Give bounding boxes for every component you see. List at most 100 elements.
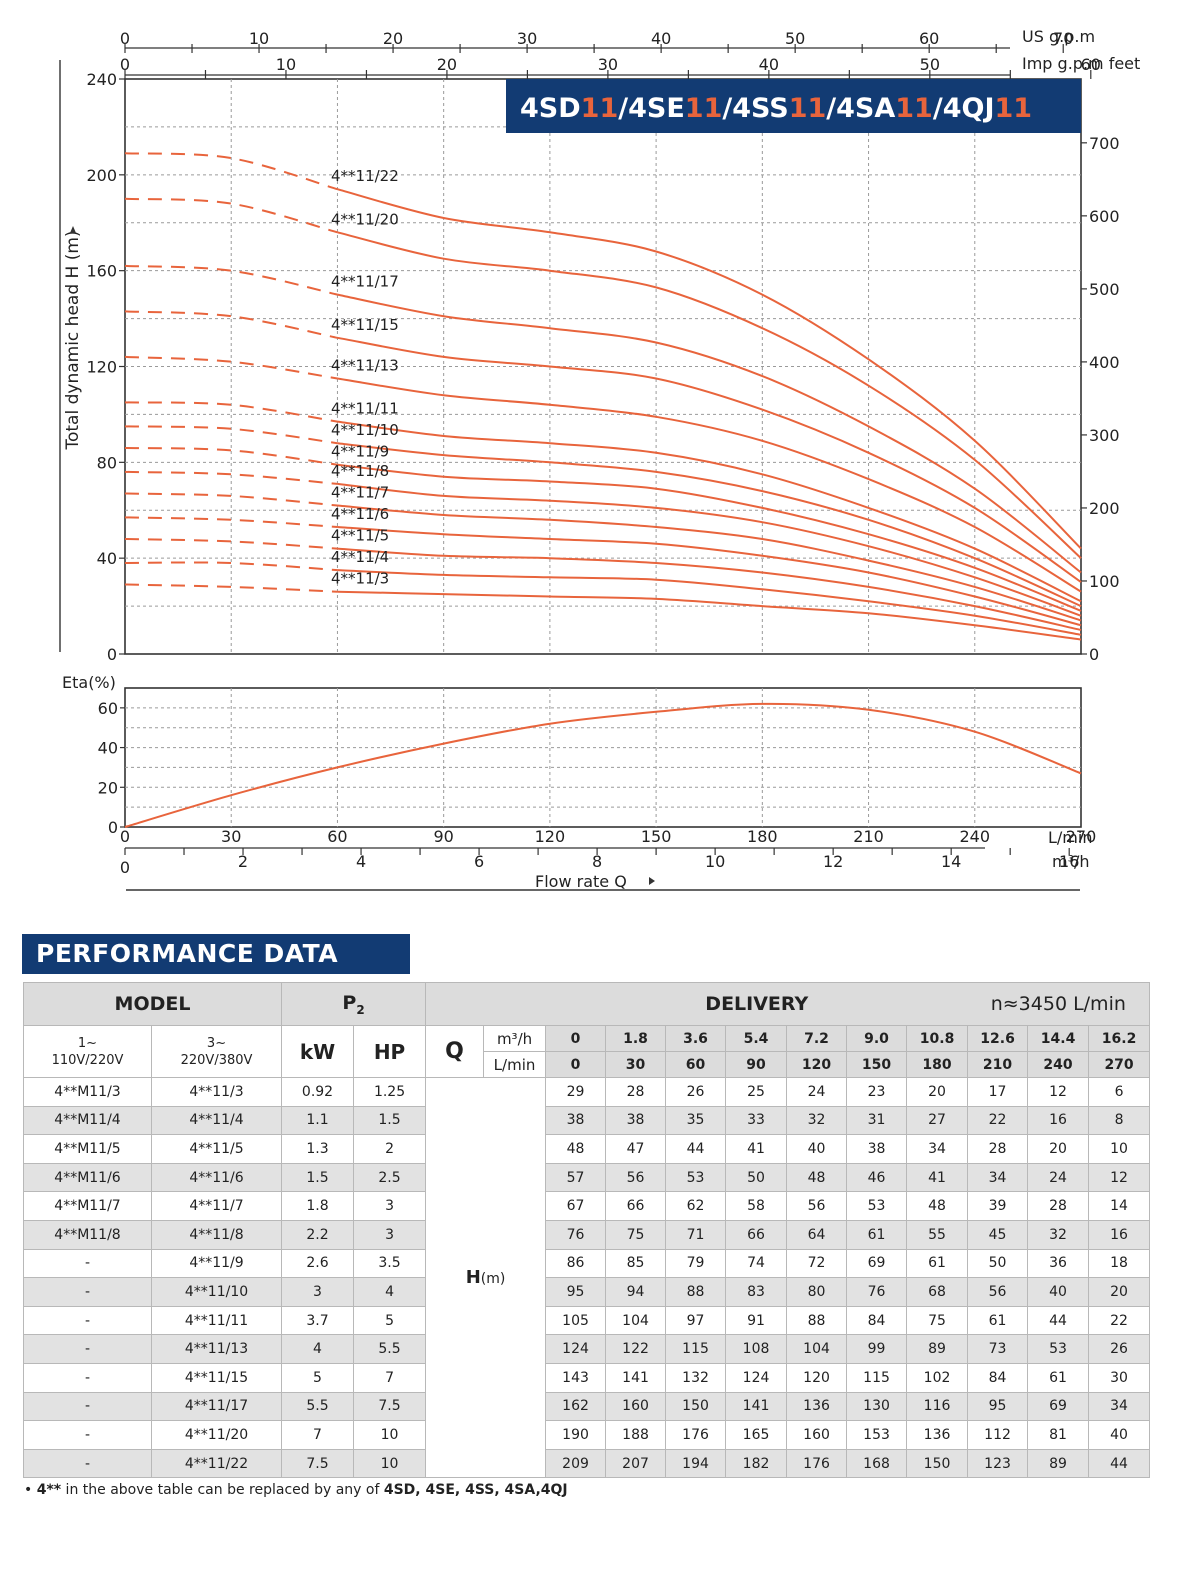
head-value: 150 — [906, 1448, 969, 1479]
flow-lmin-header: 120 — [786, 1051, 848, 1078]
head-value: 123 — [967, 1448, 1029, 1479]
power-hp: 10 — [353, 1420, 427, 1450]
x-lmin-tick-label: 30 — [221, 827, 241, 846]
table-row: 4**M11/7 4**11/7 1.8 3 67 66 62 58 56 53 48 39 28 14 — [23, 1191, 1151, 1221]
curve-label: 4**11/8 — [331, 462, 389, 480]
head-plot-frame — [124, 78, 1082, 655]
table-row: 4**M11/3 4**11/3 0.92 1.25 H(m) 29 28 26 25 24 23 2… — [23, 1076, 1151, 1479]
head-value: 66 — [725, 1219, 788, 1250]
top-us-tick-label: 0 — [120, 29, 130, 48]
head-value: 75 — [605, 1219, 667, 1250]
eff-y-tick-label: 40 — [98, 739, 118, 758]
table-row: -4**11/15 5 7 143 141 132 124 120 115 102 84 61 30 — [23, 1362, 1151, 1393]
y-right-tick-label: 300 — [1089, 426, 1120, 445]
curve-label: 4**11/22 — [331, 167, 399, 185]
head-value: 18 — [1088, 1248, 1151, 1279]
head-value: 88 — [665, 1277, 727, 1307]
performance-title: PERFORMANCE DATA 60Hz — [22, 934, 410, 1008]
curve-label: 4**11/11 — [331, 400, 399, 418]
head-curve-4-11-5 — [337, 547, 1082, 631]
head-value: 30 — [1088, 1362, 1151, 1393]
head-value: 89 — [906, 1334, 969, 1364]
head-value: 26 — [1088, 1334, 1151, 1364]
model-three-phase: 4**11/9 — [150, 1248, 283, 1279]
head-value: 71 — [665, 1219, 727, 1250]
y-axis-label: Total dynamic head H (m) — [63, 230, 83, 450]
eff-y-tick-label: 20 — [98, 778, 118, 797]
head-value: 34 — [906, 1134, 969, 1164]
head-value: 38 — [545, 1105, 607, 1136]
head-value: 122 — [605, 1334, 667, 1364]
x-m3h-tick-label: 6 — [474, 852, 484, 871]
head-value: 95 — [967, 1391, 1029, 1422]
y-right-tick-label: 100 — [1089, 572, 1120, 591]
table-row: 4**M11/5 4**11/5 1.3 2 48 47 44 41 40 38 34 28 20 10 — [23, 1134, 1151, 1164]
model-three-phase: 4**11/20 — [150, 1420, 283, 1450]
head-curve-dashed — [124, 516, 338, 528]
chart-title-part: 11 — [685, 93, 723, 124]
hp-header: HP — [353, 1025, 427, 1078]
head-value: 94 — [605, 1277, 667, 1307]
model-three-phase: 4**11/3 — [150, 1077, 283, 1107]
head-value: 56 — [786, 1191, 848, 1221]
head-value: 67 — [545, 1191, 607, 1221]
y-right-tick-label: 500 — [1089, 280, 1120, 299]
head-value: 81 — [1027, 1420, 1090, 1450]
chart-title-part: 11 — [995, 93, 1033, 124]
y-axis-arrow-icon — [70, 226, 76, 233]
footnote-models: 4SD, 4SE, 4SS, 4SA,4QJ — [383, 1482, 568, 1498]
head-value: 32 — [786, 1105, 848, 1136]
flow-m3h-header: 0 — [545, 1025, 607, 1052]
head-curve-4-11-13 — [337, 377, 1082, 593]
delivery-header: DELIVERY — [425, 982, 968, 1026]
head-unit: (m) — [480, 1271, 506, 1288]
flow-m3h-header: 14.4 — [1027, 1025, 1090, 1052]
flow-m3h-header: 3.6 — [665, 1025, 727, 1052]
head-value: 69 — [1027, 1391, 1090, 1422]
head-value: 44 — [665, 1134, 727, 1164]
model-three-phase: 4**11/22 — [150, 1448, 283, 1479]
single-phase-header: 1~ 110V/220V — [23, 1025, 152, 1078]
flow-lmin-header: 60 — [665, 1051, 727, 1078]
model-three-phase: 4**11/10 — [150, 1277, 283, 1307]
head-curve-4-11-9 — [337, 463, 1082, 612]
head-value: 36 — [1027, 1248, 1090, 1279]
head-value: 209 — [545, 1448, 607, 1479]
y-tick-label: 240 — [86, 70, 117, 89]
curve-label: 4**11/15 — [331, 316, 399, 334]
table-row: -4**11/10 3 4 95 94 88 83 80 76 68 56 40 20 — [23, 1277, 1151, 1307]
head-value: 22 — [967, 1105, 1029, 1136]
head-value: 14 — [1088, 1191, 1151, 1221]
head-curve-dashed — [124, 425, 338, 445]
model-single-phase: - — [23, 1305, 152, 1336]
table-row: 4**M11/6 4**11/6 1.5 2.5 57 56 53 50 48 46 41 34 24 1… — [23, 1162, 1151, 1193]
flow-lmin-header: 150 — [846, 1051, 908, 1078]
model-single-phase: 4**M11/5 — [23, 1134, 152, 1164]
power-kw: 1.8 — [281, 1191, 355, 1221]
model-single-phase: - — [23, 1277, 152, 1307]
head-value: 40 — [1027, 1277, 1090, 1307]
power-hp: 7.5 — [353, 1391, 427, 1422]
model-single-phase: 4**M11/4 — [23, 1105, 152, 1136]
power-hp: 3.5 — [353, 1248, 427, 1279]
head-value: 45 — [967, 1219, 1029, 1250]
table-row: -4**11/17 5.5 7.5 162 160 150 141 136 130 116 95 69… — [23, 1391, 1151, 1422]
head-value: 153 — [846, 1420, 908, 1450]
head-value: 143 — [545, 1362, 607, 1393]
model-three-phase: 4**11/15 — [150, 1362, 283, 1393]
x-lmin-tick-label: 270 — [1066, 827, 1097, 846]
head-value: 95 — [545, 1277, 607, 1307]
flow-m3h-header: 12.6 — [967, 1025, 1029, 1052]
flow-m3h-header: 16.2 — [1088, 1025, 1151, 1052]
x-m3h-tick-label: 10 — [705, 852, 725, 871]
head-value: 176 — [665, 1420, 727, 1450]
y-tick-label: 200 — [86, 166, 117, 185]
top-imp-tick-label: 40 — [759, 55, 779, 74]
head-value: 12 — [1088, 1162, 1151, 1193]
model-three-phase: 4**11/5 — [150, 1134, 283, 1164]
m3h-unit: m³/h — [483, 1025, 547, 1052]
power-hp: 5 — [353, 1305, 427, 1336]
curve-label: 4**11/20 — [331, 210, 399, 228]
head-curve-4-11-15 — [337, 336, 1082, 583]
y-tick-label: 0 — [107, 645, 117, 664]
